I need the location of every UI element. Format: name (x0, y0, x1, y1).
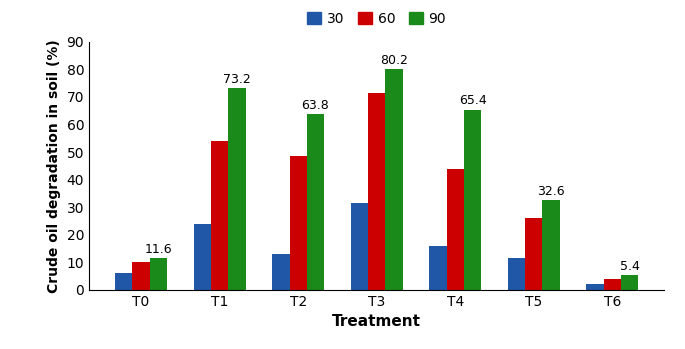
Legend: 30, 60, 90: 30, 60, 90 (308, 12, 446, 26)
Text: 80.2: 80.2 (380, 54, 408, 67)
Bar (368, 93, 386, 290)
Bar (586, 284, 603, 290)
Bar (194, 224, 211, 290)
Bar (132, 262, 150, 290)
Bar (429, 246, 447, 290)
Bar (211, 141, 228, 290)
Text: 63.8: 63.8 (301, 99, 329, 112)
Text: 73.2: 73.2 (223, 73, 251, 86)
Bar (603, 279, 621, 290)
Bar (115, 273, 132, 290)
Bar (273, 254, 290, 290)
Text: 11.6: 11.6 (145, 243, 172, 255)
Bar (621, 275, 638, 290)
Bar (447, 169, 464, 290)
Bar (386, 69, 403, 290)
Text: 32.6: 32.6 (537, 185, 565, 198)
Text: 65.4: 65.4 (459, 95, 486, 107)
Bar (351, 203, 368, 290)
X-axis label: Treatment: Treatment (332, 314, 421, 329)
Bar (290, 156, 307, 290)
Bar (307, 114, 324, 290)
Text: 5.4: 5.4 (620, 260, 640, 273)
Bar (228, 88, 246, 290)
Bar (150, 258, 167, 290)
Bar (525, 218, 543, 290)
Bar (508, 258, 525, 290)
Y-axis label: Crude oil degradation in soil (%): Crude oil degradation in soil (%) (47, 39, 61, 293)
Bar (464, 110, 481, 290)
Bar (543, 200, 560, 290)
